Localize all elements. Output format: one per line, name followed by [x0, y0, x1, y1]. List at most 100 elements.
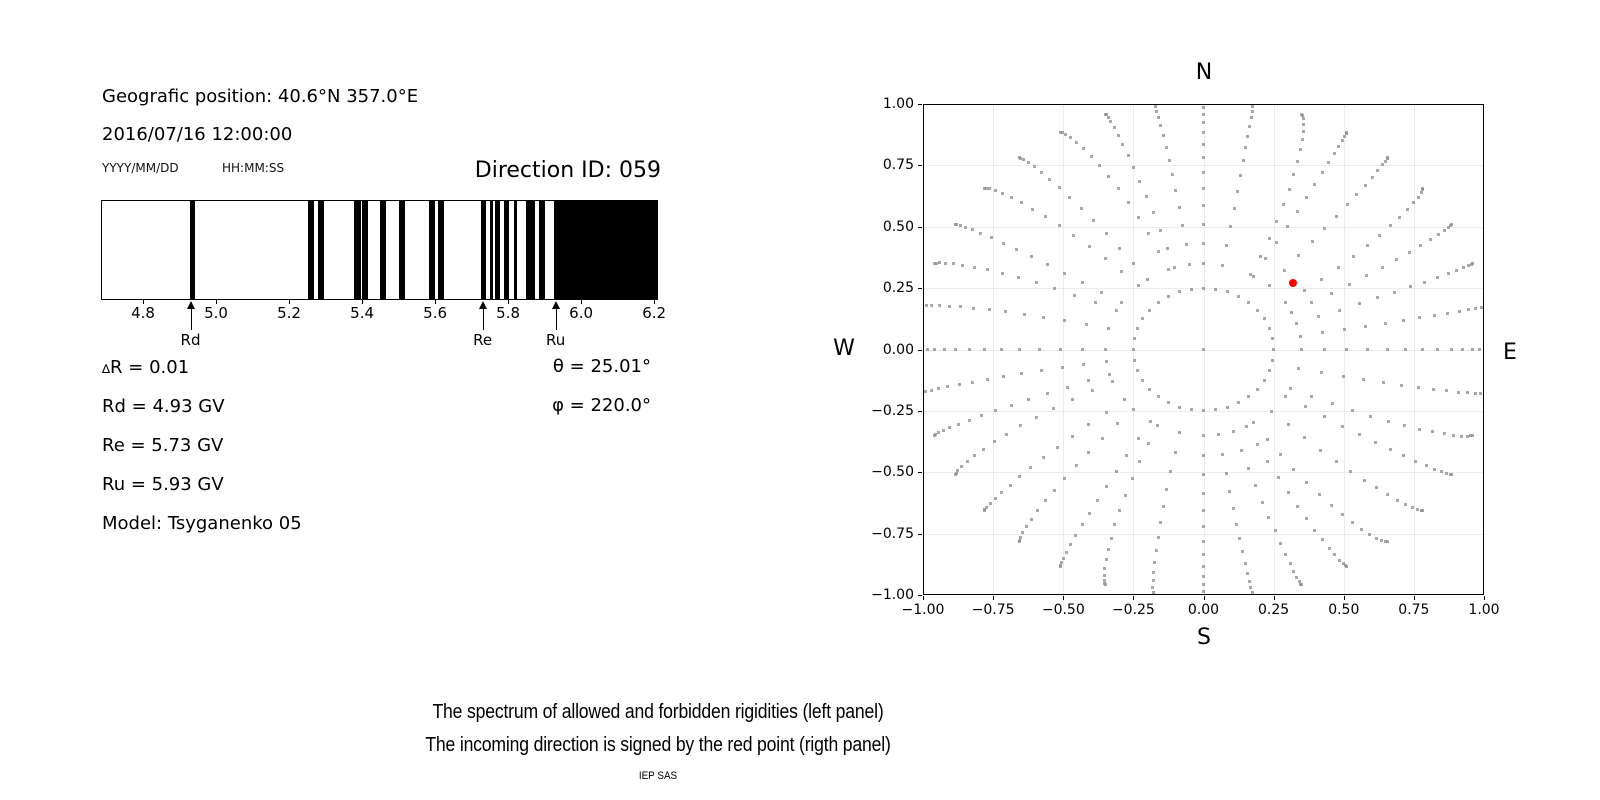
scatter-dot	[1058, 348, 1062, 351]
scatter-dot	[1266, 459, 1270, 463]
forbidden-band	[553, 201, 657, 299]
scatter-dot	[1070, 397, 1074, 401]
scatter-dot	[1246, 134, 1250, 138]
y-tick-label: 0.00	[882, 341, 914, 358]
delta-symbol: ∆	[102, 362, 111, 376]
scatter-dot	[1202, 583, 1205, 587]
scatter-dot	[984, 186, 988, 190]
scatter-dot	[1245, 571, 1249, 575]
scatter-dot	[1332, 152, 1336, 155]
scatter-dot	[993, 189, 997, 193]
scatter-dot	[1098, 164, 1101, 168]
scatter-dot	[933, 433, 937, 437]
scatter-dot	[1018, 348, 1022, 351]
scatter-dot	[1380, 538, 1384, 542]
scatter-dot	[1170, 173, 1174, 177]
scatter-dot	[1254, 484, 1258, 488]
scatter-dot	[1052, 406, 1056, 410]
scatter-dot	[1019, 201, 1023, 204]
scatter-dot	[1416, 386, 1420, 390]
cutoff-arrow-stem	[190, 309, 192, 330]
delta-r-row: ∆R = 0.01	[102, 357, 189, 379]
scatter-dot	[1236, 189, 1239, 193]
scatter-dot	[1156, 395, 1160, 398]
scatter-dot	[1396, 498, 1399, 502]
scatter-dot	[1118, 246, 1122, 250]
scatter-dot	[1267, 369, 1271, 372]
scatter-dot	[1202, 142, 1205, 146]
scatter-dot	[1287, 187, 1291, 191]
scatter-dot	[1086, 379, 1090, 383]
scatter-dot	[970, 380, 974, 384]
spectrum-plot-area	[101, 200, 658, 300]
scatter-dot	[1255, 442, 1259, 446]
scatter-dot	[1384, 539, 1388, 543]
scatter-dot	[1079, 206, 1083, 210]
scatter-dot	[1401, 319, 1405, 322]
scatter-dot	[1202, 553, 1205, 557]
scatter-dot	[1341, 375, 1345, 378]
scatter-dot	[1418, 427, 1421, 431]
scatter-dot	[1466, 307, 1470, 311]
scatter-dot	[1027, 397, 1031, 401]
scatter-dot	[1248, 124, 1252, 128]
scatter-dot	[1103, 257, 1107, 261]
scatter-dot	[1136, 437, 1140, 440]
scatter-dot	[1337, 144, 1341, 148]
scatter-dot	[1044, 215, 1047, 219]
scatter-dot	[1348, 282, 1352, 286]
scatter-dot	[1345, 348, 1349, 351]
scatter-dot	[1189, 408, 1193, 412]
scatter-dot	[1202, 539, 1205, 543]
scatter-dot	[1141, 378, 1145, 382]
scatter-dot	[1386, 493, 1390, 497]
scatter-dot	[1267, 327, 1271, 330]
scatter-dot	[1271, 337, 1275, 341]
scatter-dot	[1337, 308, 1341, 312]
scatter-dot	[1440, 470, 1444, 474]
scatter-dot	[1221, 452, 1225, 456]
scatter-dot	[1158, 228, 1162, 232]
scatter-dot	[1074, 464, 1078, 467]
x-tick-mark	[1484, 596, 1485, 600]
scatter-dot	[1470, 348, 1474, 351]
scatter-dot	[1284, 552, 1287, 556]
scatter-dot	[1220, 263, 1224, 267]
scatter-dot	[1327, 160, 1331, 164]
scatter-dot	[936, 431, 940, 435]
x-tick-label: 0.00	[1187, 602, 1220, 618]
scatter-dot	[1250, 590, 1254, 594]
scatter-dot	[1398, 215, 1402, 219]
scatter-dot	[1345, 203, 1349, 207]
scatter-dot	[1102, 578, 1106, 582]
scatter-dot	[1109, 120, 1113, 124]
scatter-dot	[989, 236, 993, 240]
scatter-dot	[954, 473, 958, 477]
scatter-dot	[1064, 132, 1068, 136]
scatter-dot	[1156, 301, 1160, 304]
scatter-dot	[1284, 301, 1288, 305]
scatter-dot	[1119, 301, 1123, 305]
scatter-dot	[1103, 566, 1107, 570]
scatter-dot	[1063, 271, 1067, 275]
scatter-dot	[1238, 537, 1242, 541]
scatter-dot	[1087, 511, 1091, 515]
scatter-dot	[1295, 209, 1299, 213]
scatter-dot	[1118, 509, 1122, 513]
scatter-dot	[1081, 147, 1085, 150]
scatter-dot	[1018, 475, 1022, 479]
scatter-dot	[1018, 539, 1022, 543]
scatter-dot	[999, 348, 1003, 351]
scatter-dot	[1060, 561, 1064, 565]
scatter-dot	[1455, 269, 1459, 272]
cutoff-arrow-head	[552, 301, 560, 309]
scatter-dot	[1132, 358, 1136, 362]
scatter-dot	[988, 501, 992, 505]
scatter-dot	[1071, 434, 1075, 438]
scatter-dot	[1164, 145, 1168, 149]
scatter-dot	[1119, 270, 1123, 274]
forbidden-band	[189, 201, 196, 299]
scatter-dot	[1029, 466, 1033, 470]
scatter-dot	[1202, 242, 1205, 246]
geo-position-text: Geografic position: 40.6°N 357.0°E	[102, 86, 419, 107]
